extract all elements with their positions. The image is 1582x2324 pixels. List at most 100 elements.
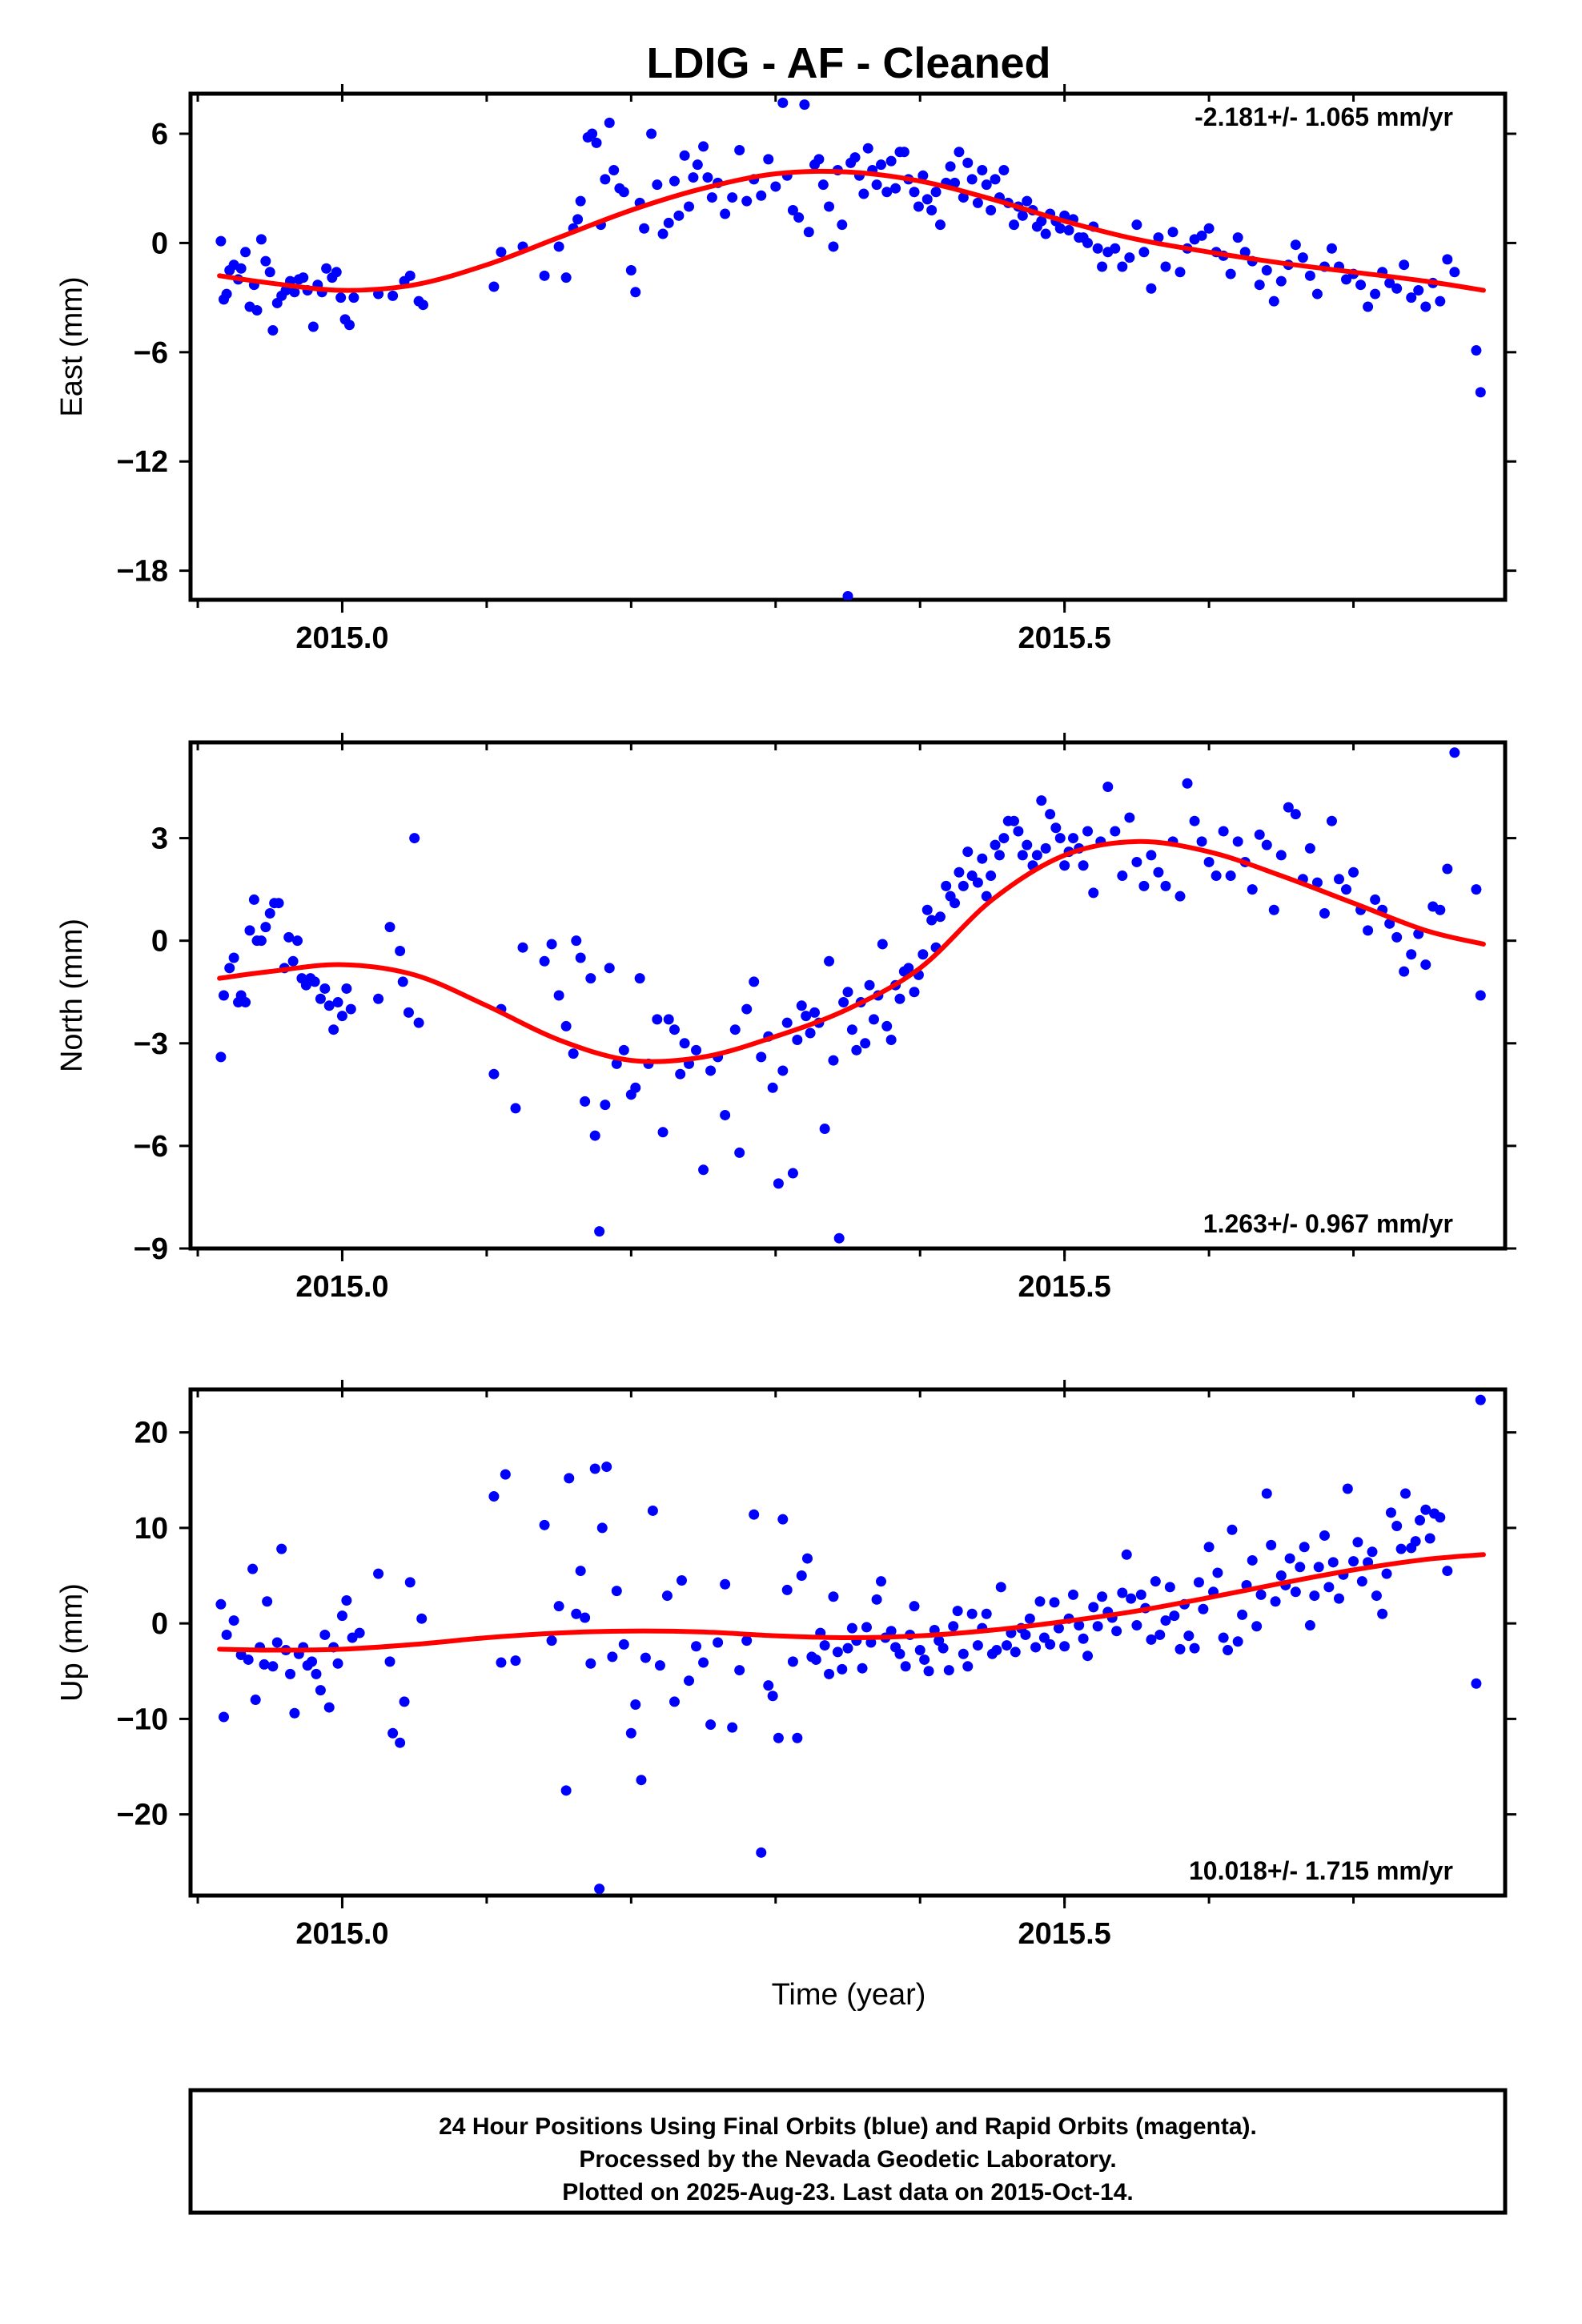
north-data-point xyxy=(1196,836,1207,847)
up-y-tick-label: −20 xyxy=(117,1799,168,1832)
east-data-point xyxy=(604,117,615,128)
north-data-point xyxy=(1102,782,1114,793)
east-data-point xyxy=(1254,279,1265,291)
up-data-point xyxy=(781,1584,793,1595)
north-data-point xyxy=(994,850,1005,861)
north-data-point xyxy=(1117,870,1128,882)
up-data-point xyxy=(1030,1642,1042,1653)
east-plot-area xyxy=(215,97,1486,600)
up-data-point xyxy=(1088,1602,1099,1613)
up-data-point xyxy=(510,1655,521,1667)
east-data-point xyxy=(575,195,586,207)
up-data-point xyxy=(571,1608,582,1619)
up-data-point xyxy=(1270,1596,1281,1607)
panel-north: 2015.0 2015.5 3 0 −3 −6 −9 North (mm) 1.263+/- 0… xyxy=(55,733,1516,1304)
up-data-point xyxy=(1020,1629,1031,1640)
north-data-point xyxy=(954,866,965,878)
up-data-point xyxy=(749,1509,760,1520)
east-data-point xyxy=(849,152,861,163)
up-data-point xyxy=(580,1612,591,1623)
north-data-point xyxy=(1232,836,1243,847)
east-y-tick-label: −18 xyxy=(117,555,168,589)
up-data-point xyxy=(625,1727,636,1739)
east-data-point xyxy=(404,270,416,281)
east-data-point xyxy=(1449,267,1460,278)
east-data-point xyxy=(1082,237,1094,248)
up-data-point xyxy=(1227,1524,1238,1535)
north-data-point xyxy=(1203,856,1215,867)
east-data-point xyxy=(1475,387,1486,398)
north-data-point xyxy=(248,894,259,905)
north-data-point xyxy=(575,952,586,963)
east-data-point xyxy=(657,228,669,239)
north-data-point xyxy=(1031,850,1042,861)
up-data-point xyxy=(1074,1620,1085,1631)
up-data-point xyxy=(276,1543,287,1554)
north-data-point xyxy=(1348,866,1359,878)
up-data-point xyxy=(594,1884,605,1895)
east-data-point xyxy=(706,192,717,203)
north-data-point xyxy=(309,976,320,987)
up-data-point xyxy=(1135,1589,1146,1600)
east-data-point xyxy=(1268,296,1279,307)
up-data-point xyxy=(341,1595,352,1606)
footer-box: 24 Hour Positions Using Final Orbits (bl… xyxy=(188,2088,1508,2215)
north-y-axis-label: North (mm) xyxy=(55,919,89,1072)
up-data-point xyxy=(1377,1608,1388,1619)
north-data-point xyxy=(1304,842,1315,854)
east-data-point xyxy=(871,179,882,191)
up-data-point xyxy=(734,1665,745,1676)
east-data-point xyxy=(1355,279,1367,291)
up-data-point xyxy=(404,1577,416,1588)
east-data-point xyxy=(990,174,1001,185)
up-data-point xyxy=(1290,1586,1301,1598)
east-data-point xyxy=(240,247,251,258)
east-data-point xyxy=(1311,288,1323,300)
east-data-point xyxy=(625,265,636,276)
east-data-point xyxy=(966,174,978,185)
up-data-point xyxy=(1395,1543,1407,1554)
north-data-point xyxy=(634,973,645,984)
north-data-point xyxy=(1290,809,1301,820)
north-x-tick-label: 2015.0 xyxy=(295,1270,388,1304)
up-data-point xyxy=(842,1642,853,1654)
east-data-point xyxy=(972,197,983,208)
north-data-point xyxy=(1333,874,1344,885)
up-data-point xyxy=(819,1640,830,1651)
north-data-point xyxy=(698,1164,709,1176)
north-data-point xyxy=(395,945,406,956)
up-data-point xyxy=(1352,1537,1363,1548)
east-data-point xyxy=(913,201,924,212)
north-data-point xyxy=(273,898,284,909)
east-data-point xyxy=(1442,254,1453,265)
north-data-point xyxy=(510,1103,521,1114)
east-data-point xyxy=(1290,239,1301,251)
north-data-point xyxy=(600,1100,611,1111)
north-data-point xyxy=(864,979,875,991)
north-data-point xyxy=(986,870,997,882)
north-data-point xyxy=(842,987,853,998)
east-data-point xyxy=(1203,223,1215,234)
up-data-point xyxy=(323,1702,335,1713)
north-data-point xyxy=(1146,850,1157,861)
north-data-point xyxy=(663,1014,674,1025)
east-data-point xyxy=(1297,252,1308,263)
east-data-point xyxy=(1326,243,1337,254)
up-data-point xyxy=(1420,1504,1431,1515)
up-data-point xyxy=(1010,1647,1021,1658)
north-data-point xyxy=(846,1024,857,1035)
up-data-point xyxy=(861,1622,872,1633)
east-data-point xyxy=(954,147,965,158)
up-data-point xyxy=(271,1637,283,1648)
north-data-point xyxy=(809,1007,820,1018)
east-data-point xyxy=(646,128,657,139)
up-data-point xyxy=(1275,1570,1287,1582)
north-data-point xyxy=(336,1011,347,1022)
east-data-point xyxy=(1304,270,1315,281)
up-data-point xyxy=(1045,1638,1056,1650)
up-data-point xyxy=(846,1622,857,1634)
north-data-point xyxy=(926,915,938,926)
up-data-point xyxy=(1391,1521,1403,1532)
up-data-point xyxy=(1126,1593,1137,1604)
up-data-point xyxy=(488,1491,500,1502)
